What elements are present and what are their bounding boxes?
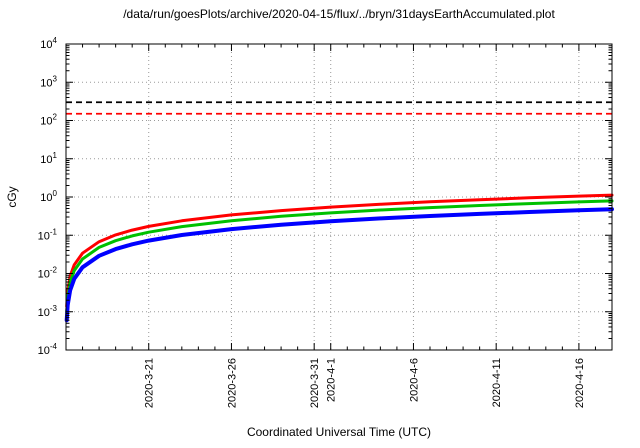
y-tick-label: 104	[40, 36, 57, 51]
x-tick-label: 2020-4-16	[574, 358, 586, 408]
y-tick-label: 101	[40, 151, 57, 166]
axis-ticks	[65, 43, 613, 351]
x-tick-label: 2020-3-31	[309, 358, 321, 408]
series-green	[65, 199, 614, 314]
x-tick-label: 2020-4-6	[408, 358, 420, 402]
y-tick-label: 10-1	[38, 227, 58, 242]
x-tick-label: 2020-3-26	[226, 358, 238, 408]
chart-title: /data/run/goesPlots/archive/2020-04-15/f…	[123, 7, 555, 21]
x-tick-label: 2020-3-21	[144, 358, 156, 408]
x-axis-title: Coordinated Universal Time (UTC)	[247, 425, 431, 439]
y-tick-label: 100	[40, 189, 57, 204]
y-tick-label: 10-3	[38, 304, 58, 319]
x-axis-tick-labels: 2020-3-21 2020-3-26 2020-3-31 2020-4-1 2020-…	[144, 358, 586, 408]
y-axis-tick-labels: 10-4 10-3 10-2 10-1 100 101 102 103 104	[38, 36, 58, 357]
plot-layers: 10-4 10-3 10-2 10-1 100 101 102 103 104 2020-3-21…	[38, 36, 614, 408]
y-tick-label: 10-4	[38, 342, 58, 357]
series-red	[65, 193, 614, 308]
x-tick-label: 2020-4-11	[491, 358, 503, 407]
threshold-lines	[66, 101, 612, 115]
y-tick-label: 102	[40, 113, 57, 128]
y-axis-title: cGy	[5, 186, 19, 207]
y-tick-label: 103	[40, 74, 57, 89]
series-blue	[64, 207, 614, 323]
y-tick-label: 10-2	[38, 266, 58, 281]
x-tick-label: 2020-4-1	[326, 358, 338, 402]
